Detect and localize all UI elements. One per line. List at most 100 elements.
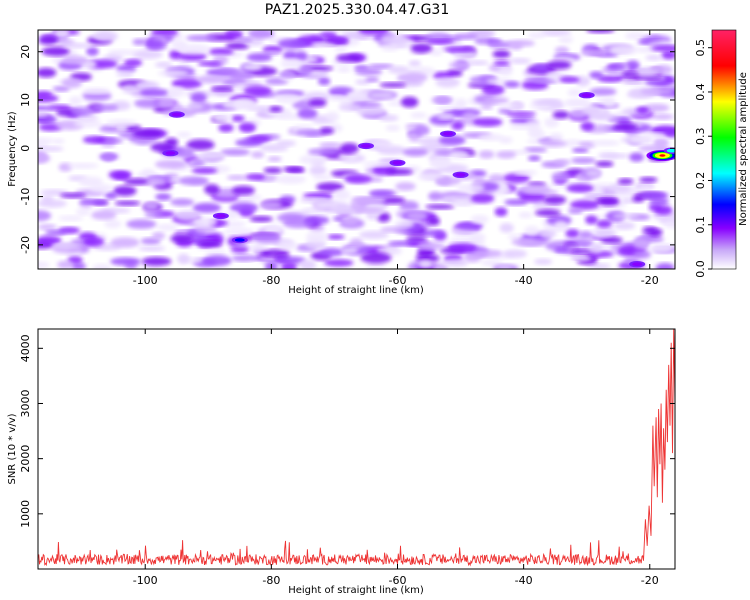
spectrogram-cell — [661, 50, 675, 60]
spectrogram-blobs — [38, 30, 675, 269]
spectrogram-cell — [224, 30, 243, 40]
spectrogram-cell — [480, 103, 493, 110]
spectrogram-cell — [144, 211, 163, 218]
spectrogram-cell — [643, 103, 670, 112]
y-tick-label: 4000 — [19, 334, 32, 362]
spectrogram-cell — [318, 142, 342, 149]
spectrogram-cell — [218, 123, 234, 133]
x-tick-label: -80 — [262, 274, 280, 287]
spectrogram-cell — [569, 199, 601, 210]
spectrogram-cell — [116, 71, 134, 77]
spectrogram-cell — [563, 100, 592, 108]
spectrogram-cell — [381, 44, 399, 52]
spectrogram-cell — [223, 221, 246, 228]
spectrogram-peak-core — [581, 93, 592, 97]
spectrogram-cell — [230, 245, 249, 254]
spectrogram-cell — [314, 201, 337, 208]
spectrogram-cell — [70, 106, 95, 116]
spectrogram-cell — [470, 215, 489, 224]
spectrogram-cell — [57, 260, 74, 269]
spectrogram-cell — [208, 48, 234, 56]
spectrogram-cell — [186, 139, 215, 151]
spectrogram-cell — [114, 200, 141, 206]
spectrogram-cell — [580, 121, 594, 131]
spectrogram-cell — [430, 157, 452, 167]
y-tick-label: 20 — [19, 45, 32, 59]
spectrogram-cell — [41, 46, 70, 57]
spectrogram-cell — [134, 98, 164, 109]
spectrogram-cell — [639, 176, 658, 183]
spectrogram-cell — [338, 103, 362, 112]
spectrogram-cell — [449, 151, 470, 160]
spectrogram-cell — [387, 66, 410, 74]
spectrogram-cell — [192, 217, 218, 227]
spectrogram-cell — [498, 66, 513, 77]
spectrogram-cell — [360, 252, 392, 264]
spectrogram-cell — [451, 121, 464, 131]
spectrogram-cell — [438, 135, 466, 146]
spectrogram-cell — [613, 123, 638, 132]
spectrogram-cell — [527, 155, 541, 162]
spectrogram-cell — [571, 147, 589, 153]
spectrogram-cell — [154, 159, 187, 169]
spectrogram-cell — [267, 156, 282, 162]
spectrogram-cell — [251, 151, 265, 159]
colorbar-tick-label: 0.5 — [694, 39, 707, 57]
spectrogram-cell — [523, 147, 548, 153]
spectrogram-cell — [231, 254, 256, 262]
spectrogram-cell — [544, 117, 559, 128]
spectrogram-cell — [410, 43, 433, 54]
spectrogram-cell — [140, 88, 169, 97]
spectrogram-cell — [539, 229, 557, 238]
spectrogram-peak-core — [215, 214, 226, 218]
spectrogram-cell — [286, 167, 305, 174]
spectrogram-cell — [38, 114, 57, 125]
spectrogram-cell — [246, 244, 270, 251]
y-tick-label: -10 — [19, 188, 32, 206]
spectrogram-cell — [429, 49, 443, 56]
spectrogram-cell — [158, 97, 176, 109]
spectrogram-cell — [396, 72, 428, 83]
spectrogram-cell — [456, 183, 485, 193]
spectrogram-cell — [194, 224, 218, 235]
spectrogram-cell — [546, 60, 572, 70]
spectrogram-cell — [123, 178, 152, 186]
spectrogram-cell — [38, 105, 55, 112]
spectrogram-cell — [176, 131, 192, 138]
spectrogram-cell — [399, 200, 419, 212]
spectrogram-cell — [437, 114, 454, 120]
spectrogram-cell — [472, 117, 503, 127]
spectrogram-cell — [651, 45, 675, 52]
spectrogram-cell — [220, 148, 251, 156]
spectrogram-cell — [400, 96, 419, 108]
spectrogram-cell — [640, 191, 669, 200]
x-tick-label: -40 — [515, 574, 533, 587]
spectrogram-cell — [142, 256, 172, 266]
x-tick-label: -20 — [641, 274, 659, 287]
spectrogram-peak-core — [455, 173, 466, 177]
spectrogram-cell — [276, 213, 305, 223]
spectrogram-cell — [553, 158, 571, 166]
spectrogram-cell — [316, 182, 344, 192]
spectrogram-cell — [358, 30, 389, 35]
spectrogram-cell — [589, 87, 617, 96]
spectrogram-cell — [171, 78, 203, 89]
spectrogram-cell — [655, 263, 675, 269]
spectrogram-cell — [395, 182, 416, 191]
snr-y-label: SNR (10 * v/v) — [7, 413, 18, 484]
spectrogram-cell — [155, 193, 172, 201]
spectrogram-cell — [333, 189, 351, 201]
spectrogram-cell — [543, 195, 567, 205]
spectrogram-cell — [368, 190, 395, 198]
spectrogram-x-label: Height of straight line (km) — [288, 285, 424, 296]
spectrogram-cell — [44, 229, 67, 236]
spectrogram-cell — [38, 137, 55, 144]
snr-frame — [37, 328, 676, 570]
spectrogram-cell — [430, 96, 455, 104]
spectrogram-cell — [558, 35, 573, 44]
spectrogram-cell — [41, 195, 54, 204]
x-tick-label: -80 — [262, 574, 280, 587]
spectrogram-cell — [366, 261, 386, 269]
spectrogram-cell — [116, 64, 137, 72]
spectrogram-cell — [382, 196, 406, 205]
